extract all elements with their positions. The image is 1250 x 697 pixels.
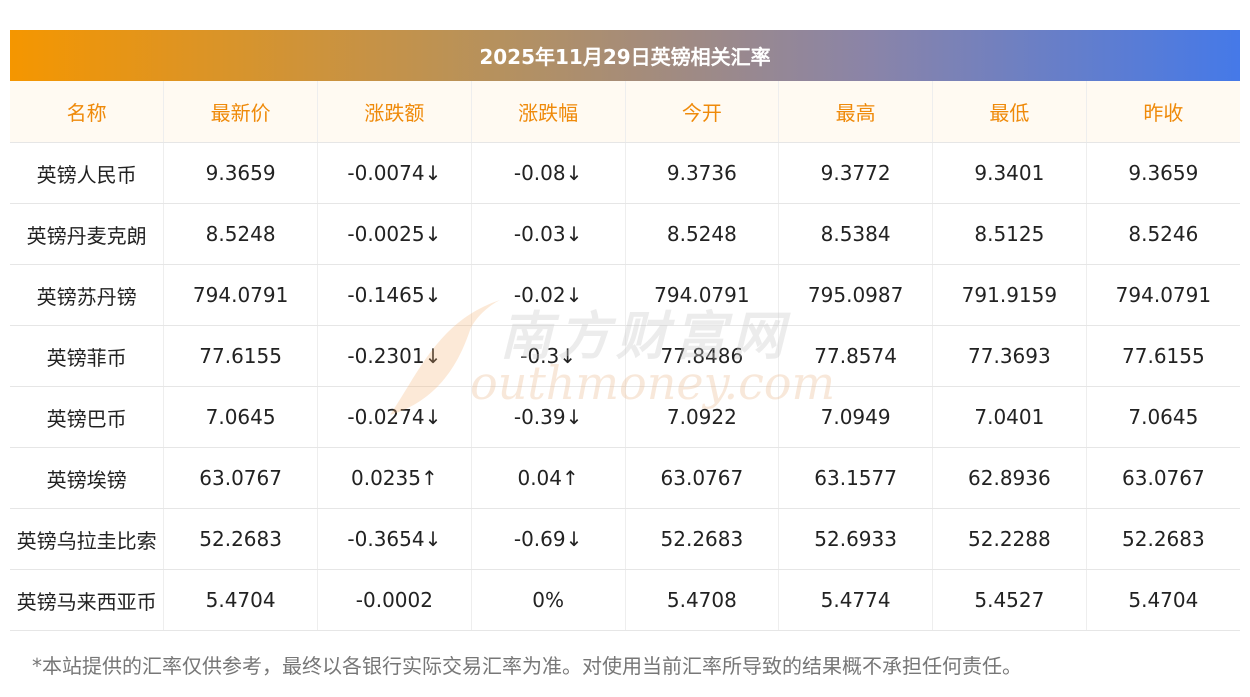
cell-open: 63.0767 [625,447,780,509]
cell-change: -0.0002 [317,569,472,631]
cell-high: 77.8574 [778,325,933,387]
table-row: 英镑乌拉圭比索 52.2683 -0.3654↓ -0.69↓ 52.2683 52.69… [10,508,1240,570]
column-header-change-pct: 涨跌幅 [471,81,626,143]
cell-latest: 52.2683 [163,508,318,570]
cell-change-pct: -0.08↓ [471,142,626,204]
cell-change-pct: -0.39↓ [471,386,626,448]
cell-name: 英镑菲币 [10,325,165,387]
cell-high: 7.0949 [778,386,933,448]
table-header-row: 名称 最新价 涨跌额 涨跌幅 今开 最高 最低 昨收 [10,81,1240,143]
cell-change: -0.1465↓ [317,264,472,326]
cell-change: 0.0235↑ [317,447,472,509]
table-row: 英镑巴币 7.0645 -0.0274↓ -0.39↓ 7.0922 7.0949 7.04… [10,386,1240,448]
cell-open: 7.0922 [625,386,780,448]
cell-latest: 9.3659 [163,142,318,204]
cell-prev-close: 9.3659 [1086,142,1240,204]
table-body: 英镑人民币 9.3659 -0.0074↓ -0.08↓ 9.3736 9.3772 9.3… [10,142,1240,631]
disclaimer-note: *本站提供的汇率仅供参考，最终以各银行实际交易汇率为准。对使用当前汇率所导致的结… [32,654,1022,678]
cell-latest: 63.0767 [163,447,318,509]
table-row: 英镑菲币 77.6155 -0.2301↓ -0.3↓ 77.8486 77.8574 77… [10,325,1240,387]
cell-latest: 77.6155 [163,325,318,387]
cell-change-pct: -0.69↓ [471,508,626,570]
cell-low: 62.8936 [932,447,1087,509]
cell-high: 63.1577 [778,447,933,509]
cell-change-pct: 0% [471,569,626,631]
cell-name: 英镑苏丹镑 [10,264,165,326]
table-row: 英镑丹麦克朗 8.5248 -0.0025↓ -0.03↓ 8.5248 8.5384 8.… [10,203,1240,265]
column-header-latest: 最新价 [163,81,318,143]
cell-name: 英镑巴币 [10,386,165,448]
column-header-change: 涨跌额 [317,81,472,143]
cell-open: 77.8486 [625,325,780,387]
cell-low: 791.9159 [932,264,1087,326]
cell-high: 9.3772 [778,142,933,204]
cell-prev-close: 63.0767 [1086,447,1240,509]
cell-change: -0.0025↓ [317,203,472,265]
cell-low: 8.5125 [932,203,1087,265]
cell-prev-close: 77.6155 [1086,325,1240,387]
cell-prev-close: 8.5246 [1086,203,1240,265]
cell-low: 77.3693 [932,325,1087,387]
cell-name: 英镑乌拉圭比索 [10,508,165,570]
cell-name: 英镑马来西亚币 [10,569,165,631]
cell-name: 英镑埃镑 [10,447,165,509]
cell-high: 5.4774 [778,569,933,631]
cell-prev-close: 794.0791 [1086,264,1240,326]
cell-name: 英镑人民币 [10,142,165,204]
cell-open: 8.5248 [625,203,780,265]
cell-change: -0.3654↓ [317,508,472,570]
cell-prev-close: 7.0645 [1086,386,1240,448]
cell-low: 7.0401 [932,386,1087,448]
cell-low: 9.3401 [932,142,1087,204]
column-header-open: 今开 [625,81,780,143]
cell-change-pct: -0.02↓ [471,264,626,326]
cell-prev-close: 52.2683 [1086,508,1240,570]
table-row: 英镑苏丹镑 794.0791 -0.1465↓ -0.02↓ 794.0791 795.0… [10,264,1240,326]
column-header-name: 名称 [10,81,165,143]
cell-change-pct: 0.04↑ [471,447,626,509]
cell-high: 8.5384 [778,203,933,265]
table-row: 英镑马来西亚币 5.4704 -0.0002 0% 5.4708 5.4774 5.4527… [10,569,1240,631]
cell-open: 52.2683 [625,508,780,570]
cell-change: -0.2301↓ [317,325,472,387]
table-row: 英镑埃镑 63.0767 0.0235↑ 0.04↑ 63.0767 63.1577 62.… [10,447,1240,509]
cell-high: 795.0987 [778,264,933,326]
cell-change: -0.0074↓ [317,142,472,204]
cell-change-pct: -0.3↓ [471,325,626,387]
cell-change-pct: -0.03↓ [471,203,626,265]
cell-low: 52.2288 [932,508,1087,570]
cell-open: 794.0791 [625,264,780,326]
cell-name: 英镑丹麦克朗 [10,203,165,265]
cell-change: -0.0274↓ [317,386,472,448]
cell-latest: 794.0791 [163,264,318,326]
cell-high: 52.6933 [778,508,933,570]
cell-open: 5.4708 [625,569,780,631]
cell-open: 9.3736 [625,142,780,204]
cell-prev-close: 5.4704 [1086,569,1240,631]
cell-latest: 8.5248 [163,203,318,265]
cell-latest: 7.0645 [163,386,318,448]
column-header-prev-close: 昨收 [1086,81,1240,143]
table-row: 英镑人民币 9.3659 -0.0074↓ -0.08↓ 9.3736 9.3772 9.3… [10,142,1240,204]
cell-low: 5.4527 [932,569,1087,631]
column-header-low: 最低 [932,81,1087,143]
exchange-rate-table: 2025年11月29日英镑相关汇率 名称 最新价 涨跌额 涨跌幅 今开 最高 最… [10,30,1240,631]
column-header-high: 最高 [778,81,933,143]
cell-latest: 5.4704 [163,569,318,631]
table-title: 2025年11月29日英镑相关汇率 [10,30,1240,81]
